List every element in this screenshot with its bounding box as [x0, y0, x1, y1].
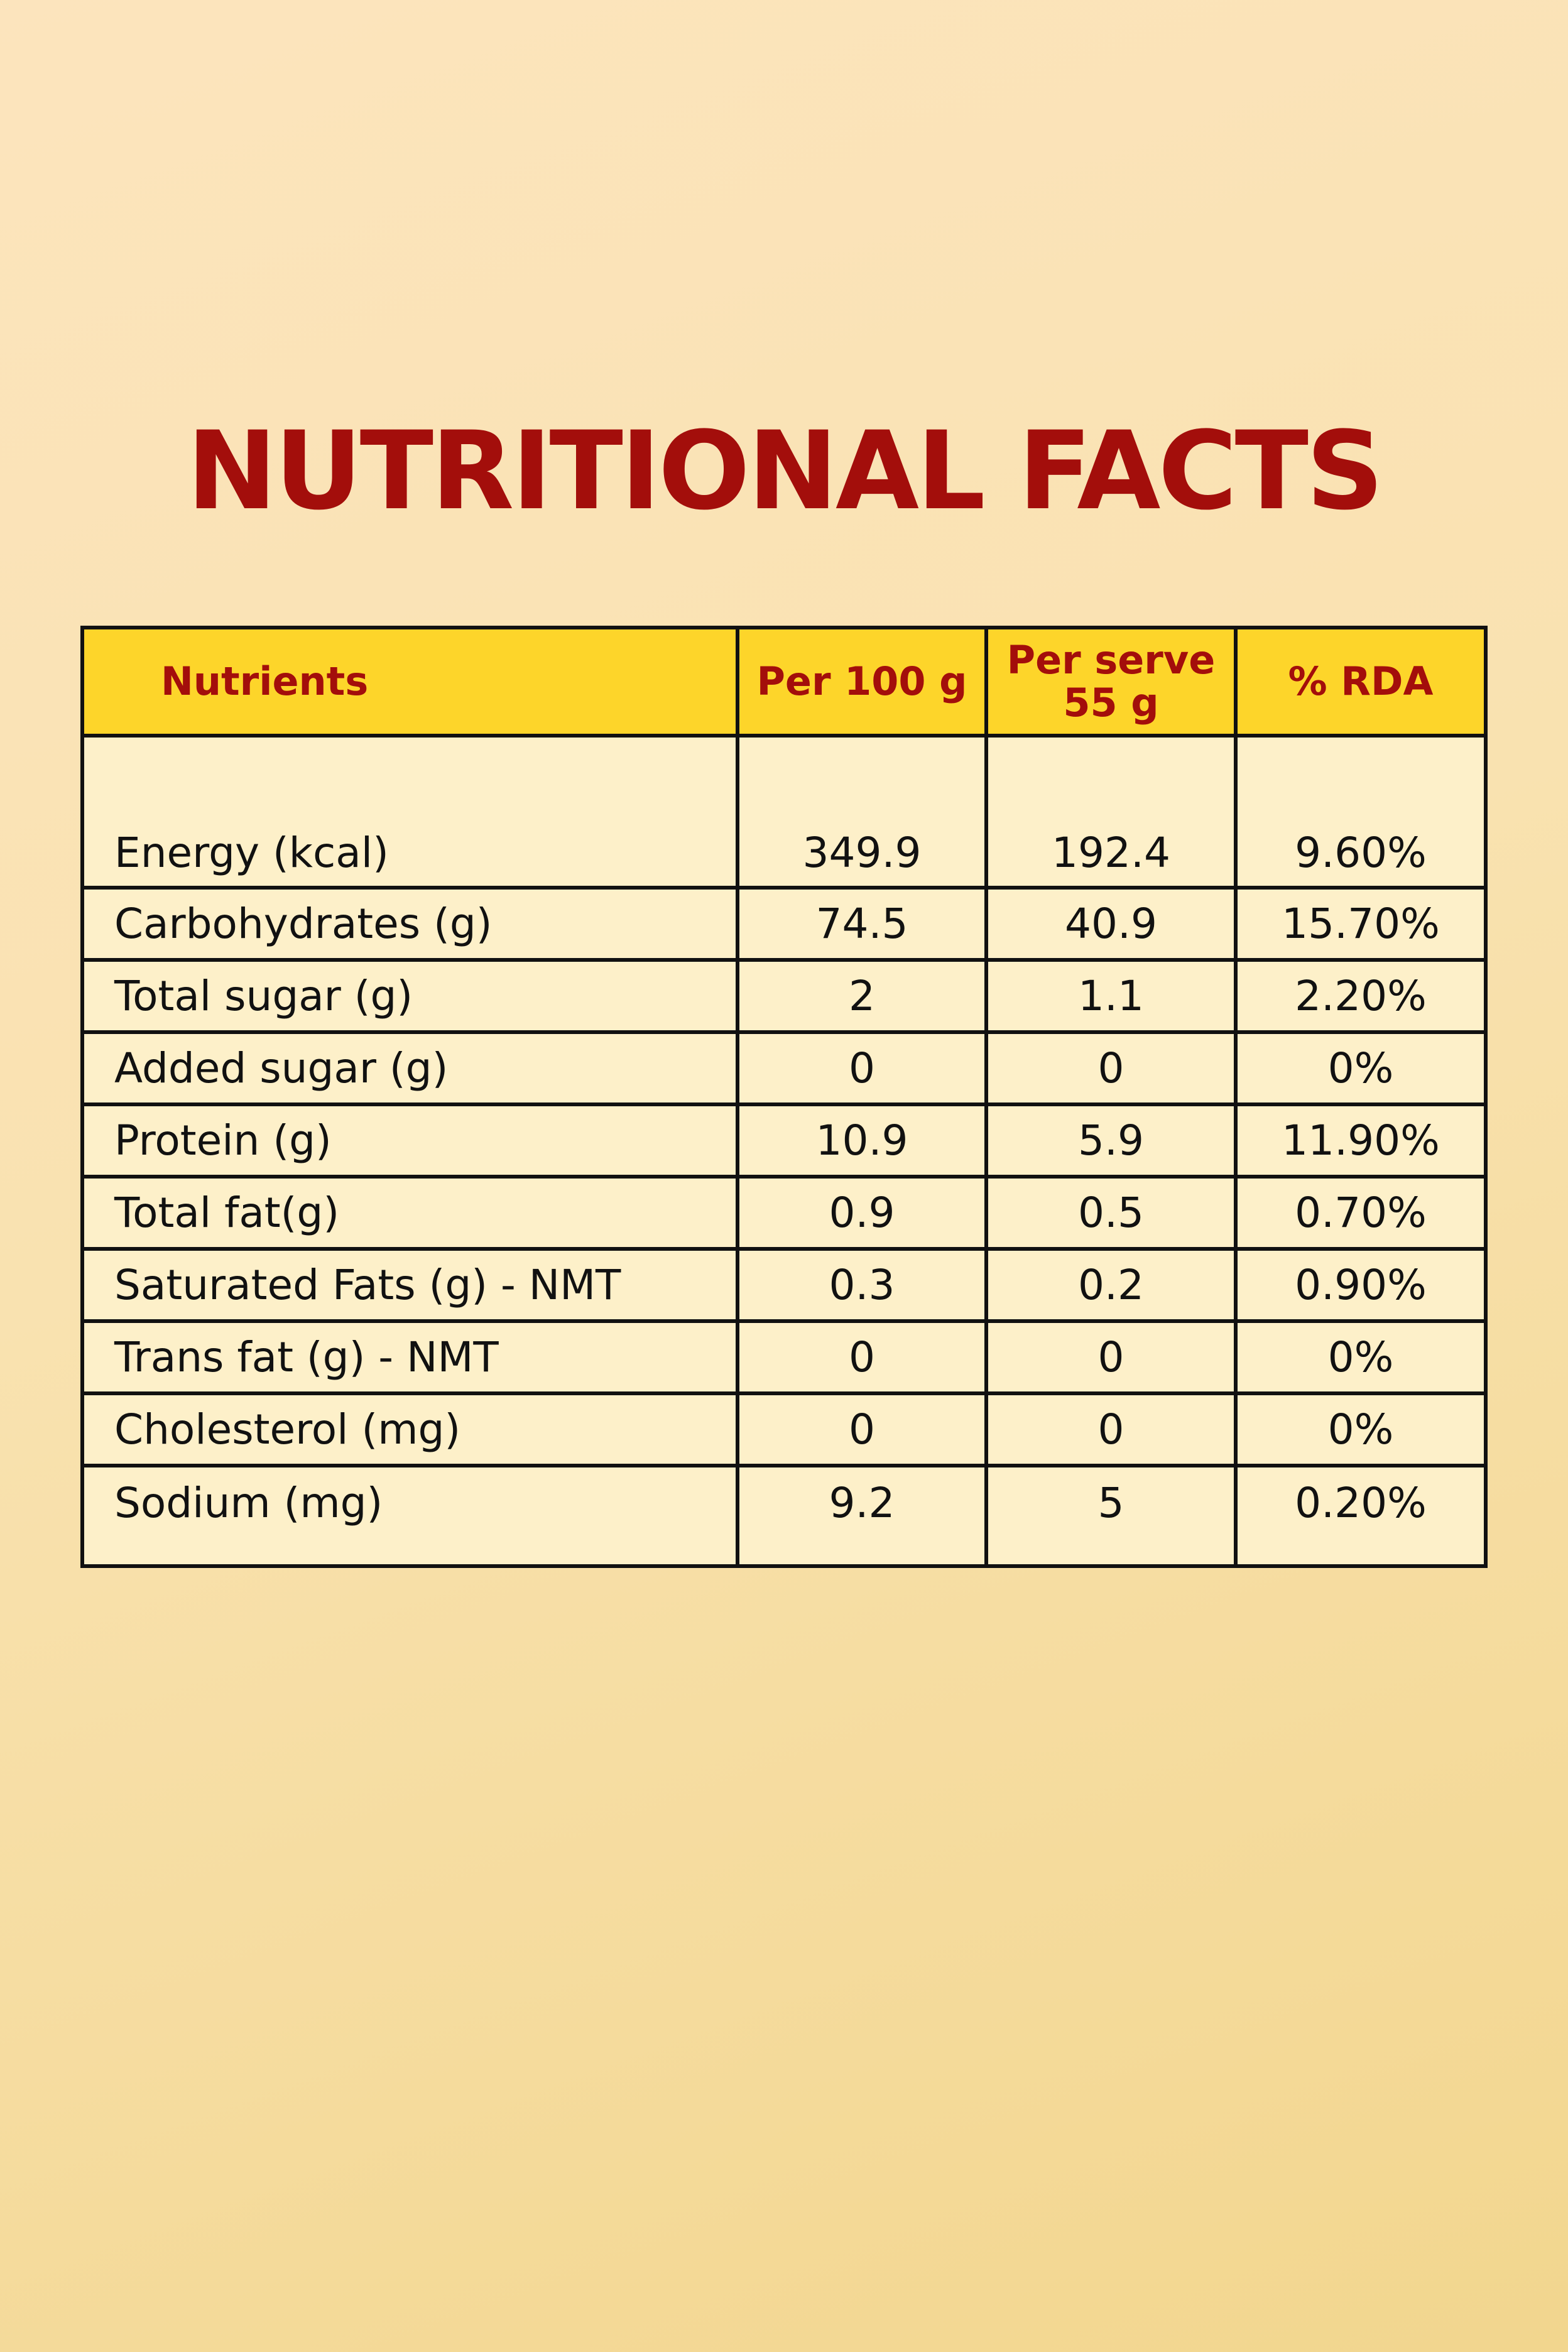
per-serve-value: 5	[984, 1464, 1238, 1568]
per-100g-value: 74.5	[736, 886, 988, 962]
per-100g-value: 0	[736, 1319, 988, 1395]
nutrient-name: Saturated Fats (g) - NMT	[80, 1247, 739, 1323]
rda-value: 0%	[1234, 1319, 1488, 1395]
nutrition-table-container: Nutrients Per 100 g Per serve 55 g % RDA…	[80, 626, 1488, 1568]
table-row: Saturated Fats (g) - NMT 0.3 0.2 0.90%	[80, 1247, 1488, 1323]
rda-value: 0.90%	[1234, 1247, 1488, 1323]
header-per-100g: Per 100 g	[736, 626, 988, 738]
nutrient-name: Total fat(g)	[80, 1175, 739, 1251]
nutrient-name: Total sugar (g)	[80, 958, 739, 1034]
per-100g-value: 0.3	[736, 1247, 988, 1323]
table-row: Total sugar (g) 2 1.1 2.20%	[80, 958, 1488, 1034]
table-row: Total fat(g) 0.9 0.5 0.70%	[80, 1175, 1488, 1251]
header-rda: % RDA	[1234, 626, 1488, 738]
per-serve-value: 0.2	[984, 1247, 1238, 1323]
nutrient-name: Protein (g)	[80, 1102, 739, 1179]
nutrient-name: Trans fat (g) - NMT	[80, 1319, 739, 1395]
header-per-serve: Per serve 55 g	[984, 626, 1238, 738]
per-serve-value: 0	[984, 1391, 1238, 1467]
per-serve-value: 192.4	[984, 734, 1238, 890]
per-100g-value: 349.9	[736, 734, 988, 890]
nutrient-name: Carbohydrates (g)	[80, 886, 739, 962]
table-row: Carbohydrates (g) 74.5 40.9 15.70%	[80, 886, 1488, 962]
per-serve-value: 40.9	[984, 886, 1238, 962]
header-per-serve-line1: Per serve	[1006, 637, 1216, 683]
table-row: Added sugar (g) 0 0 0%	[80, 1030, 1488, 1106]
per-serve-value: 0	[984, 1319, 1238, 1395]
page-title: NUTRITIONAL FACTS	[187, 408, 1384, 534]
per-100g-value: 0.9	[736, 1175, 988, 1251]
table-row: Protein (g) 10.9 5.9 11.90%	[80, 1102, 1488, 1179]
nutrient-name: Cholesterol (mg)	[80, 1391, 739, 1467]
nutrient-name: Energy (kcal)	[80, 734, 739, 890]
table-body: Energy (kcal) 349.9 192.4 9.60% Carbohyd…	[80, 734, 1488, 1568]
header-per-serve-line2: 55 g	[1063, 680, 1159, 726]
rda-value: 11.90%	[1234, 1102, 1488, 1179]
per-100g-value: 2	[736, 958, 988, 1034]
rda-value: 2.20%	[1234, 958, 1488, 1034]
per-100g-value: 0	[736, 1391, 988, 1467]
per-100g-value: 0	[736, 1030, 988, 1106]
rda-value: 0.70%	[1234, 1175, 1488, 1251]
table-row: Trans fat (g) - NMT 0 0 0%	[80, 1319, 1488, 1395]
per-100g-value: 9.2	[736, 1464, 988, 1568]
rda-value: 0%	[1234, 1391, 1488, 1467]
per-100g-value: 10.9	[736, 1102, 988, 1179]
table-row: Cholesterol (mg) 0 0 0%	[80, 1391, 1488, 1467]
nutrition-table: Nutrients Per 100 g Per serve 55 g % RDA…	[80, 626, 1488, 1568]
header-nutrients: Nutrients	[80, 626, 739, 738]
per-serve-value: 0	[984, 1030, 1238, 1106]
rda-value: 15.70%	[1234, 886, 1488, 962]
table-header-row: Nutrients Per 100 g Per serve 55 g % RDA	[80, 626, 1488, 738]
table-row: Sodium (mg) 9.2 5 0.20%	[80, 1464, 1488, 1568]
per-serve-value: 5.9	[984, 1102, 1238, 1179]
nutrient-name: Sodium (mg)	[80, 1464, 739, 1568]
rda-value: 0.20%	[1234, 1464, 1488, 1568]
table-row: Energy (kcal) 349.9 192.4 9.60%	[80, 734, 1488, 890]
per-serve-value: 0.5	[984, 1175, 1238, 1251]
per-serve-value: 1.1	[984, 958, 1238, 1034]
nutrient-name: Added sugar (g)	[80, 1030, 739, 1106]
rda-value: 9.60%	[1234, 734, 1488, 890]
rda-value: 0%	[1234, 1030, 1488, 1106]
